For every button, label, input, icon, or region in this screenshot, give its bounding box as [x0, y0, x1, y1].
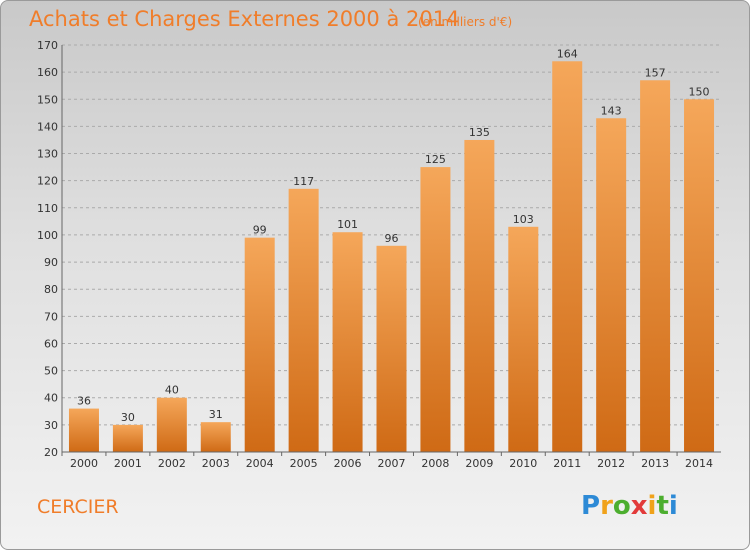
bar-2008	[420, 167, 451, 452]
chart-title: Achats et Charges Externes 2000 à 2014	[29, 7, 460, 31]
x-tick-label-2007: 2007	[378, 457, 406, 470]
data-label-2012: 143	[601, 104, 622, 117]
data-label-2011: 164	[557, 47, 578, 60]
bar-2007	[376, 245, 407, 452]
data-label-2013: 157	[645, 66, 666, 79]
y-tick-label-130: 130	[37, 148, 58, 161]
bar-2001	[112, 424, 143, 452]
x-tick-label-2000: 2000	[70, 457, 98, 470]
y-tick-label-120: 120	[37, 175, 58, 188]
y-tick-label-20: 20	[44, 446, 58, 459]
bars-group: 36 30 40 31 99 117 101 96 125 135 103 164 143 157 150	[68, 47, 715, 453]
data-label-2007: 96	[385, 232, 399, 245]
bar-2005	[288, 188, 319, 452]
y-tick-label-110: 110	[37, 202, 58, 215]
data-label-2000: 36	[77, 395, 91, 408]
data-label-2003: 31	[209, 408, 223, 421]
axes: 20 30 40 50 60 70 80 90 100 110 120 130 140 150 160 170…	[37, 39, 721, 470]
x-tick-label-2012: 2012	[597, 457, 625, 470]
x-tick-label-2005: 2005	[290, 457, 318, 470]
x-tick-label-2001: 2001	[114, 457, 142, 470]
data-label-2002: 40	[165, 384, 179, 397]
bar-2014	[684, 99, 715, 453]
bar-2011	[552, 61, 583, 452]
bar-2003	[200, 422, 231, 452]
y-tick-label-100: 100	[37, 229, 58, 242]
y-tick-label-160: 160	[37, 66, 58, 79]
y-tick-label-40: 40	[44, 392, 58, 405]
data-label-2014: 150	[689, 85, 710, 98]
x-tick-label-2002: 2002	[158, 457, 186, 470]
y-tick-label-170: 170	[37, 39, 58, 52]
data-label-2010: 103	[513, 213, 534, 226]
bar-2004	[244, 237, 275, 452]
bar-2009	[464, 139, 495, 452]
y-tick-label-60: 60	[44, 337, 58, 350]
x-tick-label-2004: 2004	[246, 457, 274, 470]
proxiti-logo[interactable]: Proxiti	[581, 491, 678, 521]
bar-2000	[68, 408, 99, 452]
data-label-2005: 117	[293, 175, 314, 188]
y-tick-label-90: 90	[44, 256, 58, 269]
city-name: CERCIER	[37, 496, 119, 518]
bar-2012	[596, 118, 627, 452]
chart-subtitle: (en milliers d'€)	[418, 15, 513, 29]
bar-2002	[156, 397, 187, 452]
x-tick-label-2014: 2014	[685, 457, 713, 470]
x-tick-label-2006: 2006	[334, 457, 362, 470]
y-tick-label-150: 150	[37, 93, 58, 106]
bar-2013	[640, 80, 671, 453]
bar-2010	[508, 226, 539, 452]
data-label-2001: 30	[121, 411, 135, 424]
x-tick-label-2008: 2008	[421, 457, 449, 470]
y-tick-label-70: 70	[44, 310, 58, 323]
data-label-2006: 101	[337, 218, 358, 231]
y-tick-label-80: 80	[44, 283, 58, 296]
data-label-2004: 99	[253, 224, 267, 237]
y-tick-label-140: 140	[37, 120, 58, 133]
y-tick-label-30: 30	[44, 419, 58, 432]
bar-2006	[332, 232, 363, 452]
x-tick-label-2010: 2010	[509, 457, 537, 470]
data-label-2008: 125	[425, 153, 446, 166]
x-tick-label-2011: 2011	[553, 457, 581, 470]
x-tick-label-2003: 2003	[202, 457, 230, 470]
data-label-2009: 135	[469, 126, 490, 139]
x-tick-label-2013: 2013	[641, 457, 669, 470]
y-tick-label-50: 50	[44, 365, 58, 378]
x-tick-label-2009: 2009	[465, 457, 493, 470]
